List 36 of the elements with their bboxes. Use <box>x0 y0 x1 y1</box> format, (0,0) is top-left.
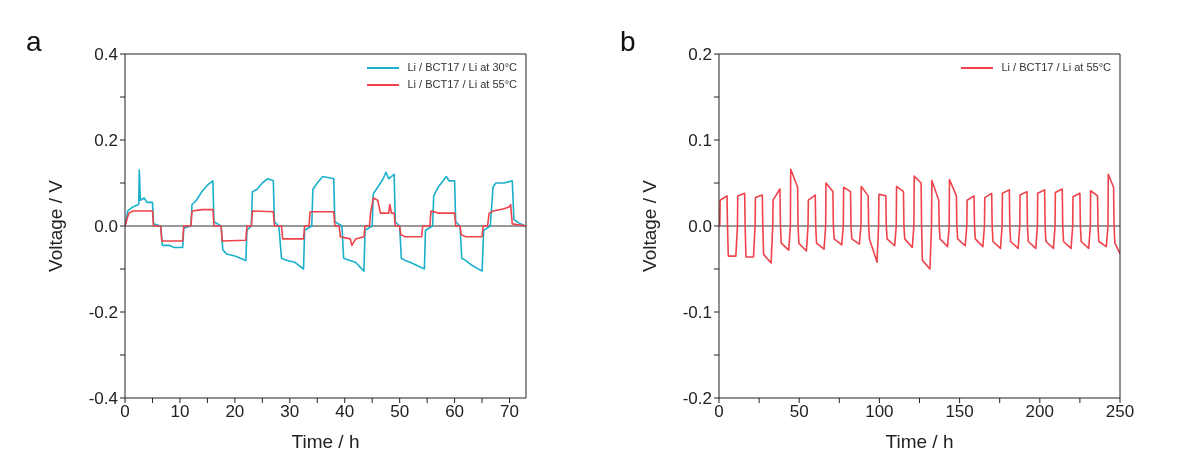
x-tick-label: 40 <box>335 402 355 422</box>
legend-label: Li / BCT17 / Li at 55°C <box>1001 60 1111 75</box>
y-tick-label: -0.4 <box>88 389 118 409</box>
x-tick-label: 250 <box>1105 402 1135 422</box>
legend-label: Li / BCT17 / Li at 30°C <box>407 60 517 75</box>
x-tick-label: 200 <box>1025 402 1054 422</box>
x-tick-label: 30 <box>280 402 300 422</box>
legend-label: Li / BCT17 / Li at 55°C <box>407 77 517 92</box>
y-tick-label: 0.1 <box>688 131 712 151</box>
y-tick-label: 0.4 <box>94 45 118 65</box>
x-tick-label: 70 <box>500 402 519 422</box>
x-tick-label: 10 <box>170 402 190 422</box>
x-tick-label: 0 <box>120 402 130 422</box>
x-axis-title: Time / h <box>885 431 954 452</box>
y-tick-label: 0.0 <box>688 217 712 237</box>
chart-title: a <box>26 26 42 58</box>
x-tick-label: 50 <box>789 402 809 422</box>
x-tick-label: 0 <box>714 402 724 422</box>
y-axis-title: Voltage / V <box>44 179 66 272</box>
y-tick-label: -0.2 <box>682 389 712 409</box>
y-axis-title: Voltage / V <box>638 179 660 272</box>
x-tick-label: 60 <box>445 402 465 422</box>
y-tick-label: 0.0 <box>94 217 118 237</box>
x-tick-label: 50 <box>390 402 410 422</box>
x-tick-label: 100 <box>865 402 894 422</box>
y-tick-label: -0.2 <box>88 303 118 323</box>
line-series <box>125 197 526 247</box>
x-tick-label: 150 <box>945 402 974 422</box>
x-tick-label: 20 <box>225 402 245 422</box>
x-axis-title: Time / h <box>291 431 360 452</box>
chart-title: b <box>620 26 636 58</box>
line-series <box>125 169 526 272</box>
line-series <box>719 168 1120 270</box>
y-tick-label: -0.1 <box>682 303 712 323</box>
y-tick-label: 0.2 <box>688 45 712 65</box>
y-tick-label: 0.2 <box>94 131 118 151</box>
